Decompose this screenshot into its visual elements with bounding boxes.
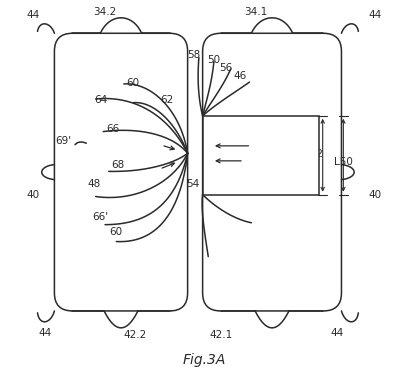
- Text: Fig.3A: Fig.3A: [183, 353, 226, 367]
- Text: 62: 62: [160, 95, 173, 105]
- Bar: [202, 116, 319, 195]
- Text: 68: 68: [111, 160, 124, 170]
- Text: 44: 44: [330, 328, 343, 338]
- Text: 58: 58: [187, 50, 201, 60]
- Text: 60: 60: [126, 78, 139, 88]
- FancyBboxPatch shape: [202, 33, 342, 311]
- Text: 48: 48: [87, 180, 101, 189]
- FancyBboxPatch shape: [54, 33, 188, 311]
- Text: 42.1: 42.1: [210, 330, 233, 339]
- Text: 44: 44: [38, 328, 52, 338]
- Text: 44: 44: [369, 10, 382, 20]
- Text: 40: 40: [26, 190, 39, 200]
- Text: 54: 54: [186, 180, 199, 189]
- Text: 64: 64: [95, 95, 108, 105]
- Text: 56: 56: [220, 63, 233, 73]
- Text: 69: 69: [240, 185, 253, 195]
- Text: 46: 46: [234, 71, 247, 81]
- Text: 34.2: 34.2: [93, 7, 117, 17]
- Text: 69': 69': [56, 136, 72, 146]
- Text: 66: 66: [106, 124, 119, 134]
- Text: 60: 60: [109, 227, 122, 237]
- Text: L52: L52: [304, 149, 323, 160]
- Text: 40: 40: [369, 190, 382, 200]
- Text: 34.1: 34.1: [245, 7, 268, 17]
- Text: 50: 50: [207, 54, 220, 65]
- Text: 66': 66': [92, 212, 108, 222]
- Text: 42.2: 42.2: [124, 330, 147, 339]
- Text: 44: 44: [26, 10, 39, 20]
- Text: 52: 52: [227, 151, 240, 161]
- Text: L50: L50: [334, 157, 353, 167]
